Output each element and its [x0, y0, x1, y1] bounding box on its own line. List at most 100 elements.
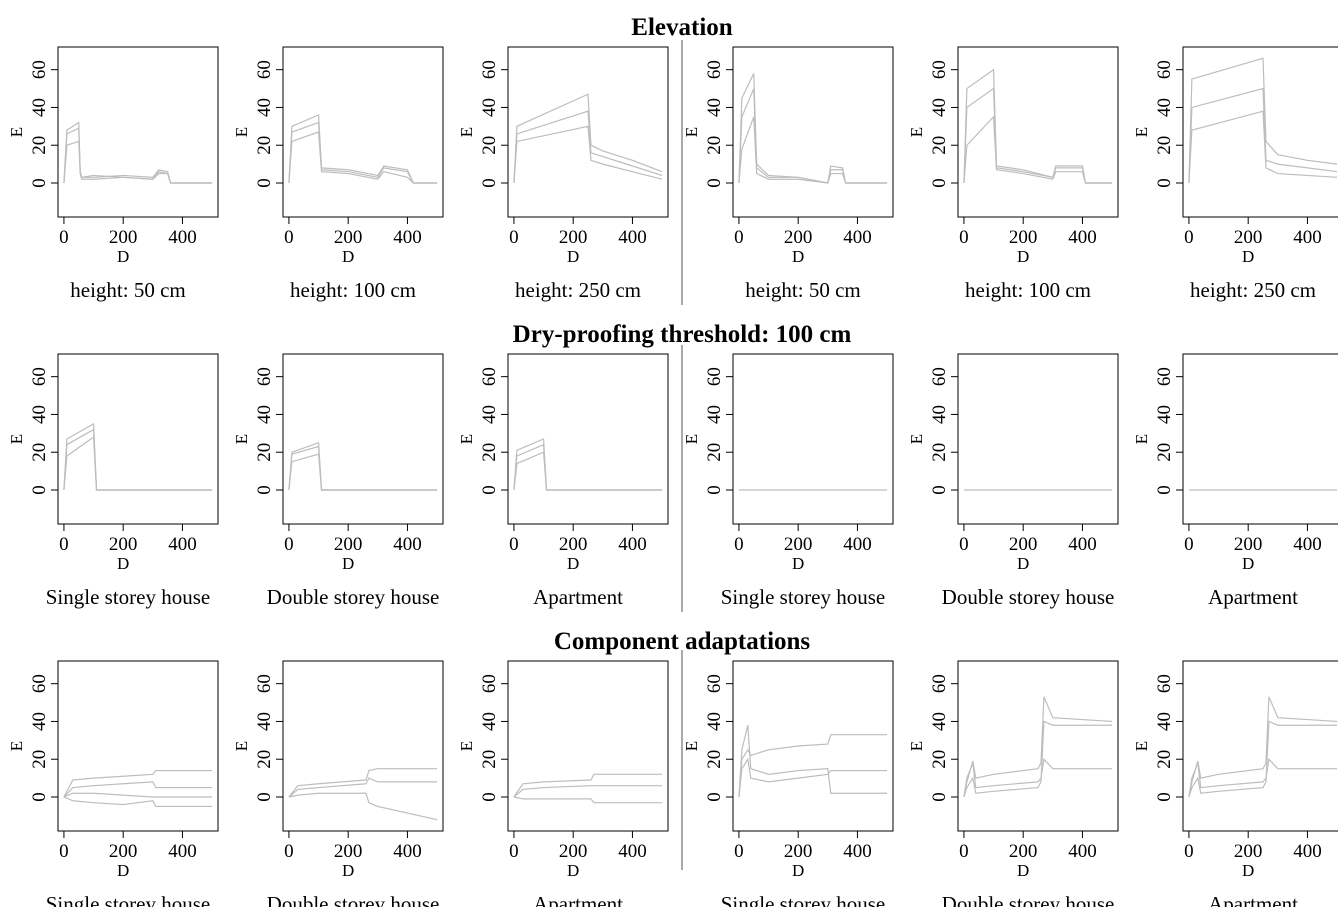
plot-frame: [57, 353, 219, 525]
y-tick-label: 40: [479, 405, 500, 424]
x-tick-label: 0: [734, 534, 744, 555]
y-tick-label: 40: [479, 98, 500, 117]
y-tick-label: 20: [479, 136, 500, 155]
panel-caption: Single storey house: [721, 585, 885, 609]
y-tick-label: 40: [254, 405, 275, 424]
x-axis-label: D: [342, 247, 354, 266]
series-line: [513, 773, 663, 798]
y-tick-label: 40: [29, 98, 50, 117]
series-line: [963, 720, 1113, 798]
y-tick-label: 0: [29, 178, 50, 188]
y-tick-label: 60: [29, 60, 50, 79]
y-axis-label: E: [682, 127, 701, 137]
panel-caption: height: 250 cm: [1190, 278, 1316, 302]
y-tick-label: 0: [479, 485, 500, 495]
x-tick-label: 400: [168, 841, 197, 862]
series-line: [288, 121, 438, 184]
plot-frame: [507, 353, 669, 525]
series-line: [513, 451, 663, 491]
series-line: [513, 796, 663, 804]
y-tick-label: 60: [479, 674, 500, 693]
y-axis-label: E: [457, 434, 476, 444]
x-tick-label: 200: [1234, 841, 1263, 862]
x-tick-label: 400: [618, 227, 647, 248]
plot-frame: [1182, 46, 1338, 218]
x-tick-label: 200: [1009, 534, 1038, 555]
y-tick-label: 20: [254, 136, 275, 155]
y-tick-label: 40: [479, 712, 500, 731]
y-tick-label: 60: [254, 674, 275, 693]
series-line: [513, 438, 663, 491]
y-tick-label: 40: [29, 712, 50, 731]
x-tick-label: 0: [959, 534, 969, 555]
y-tick-label: 0: [929, 485, 950, 495]
x-tick-label: 0: [284, 534, 294, 555]
series-line: [1188, 57, 1338, 184]
plot-frame: [957, 46, 1119, 218]
y-tick-label: 0: [929, 792, 950, 802]
y-tick-label: 20: [29, 443, 50, 462]
section-title: Elevation: [631, 14, 732, 41]
series-line: [63, 428, 213, 491]
y-tick-label: 60: [1154, 674, 1175, 693]
y-tick-label: 20: [479, 750, 500, 769]
y-tick-label: 20: [929, 750, 950, 769]
y-tick-label: 0: [929, 178, 950, 188]
y-tick-label: 0: [254, 485, 275, 495]
y-axis-label: E: [232, 741, 251, 751]
x-tick-label: 200: [334, 227, 363, 248]
y-axis-label: E: [457, 741, 476, 751]
x-tick-label: 200: [109, 227, 138, 248]
x-tick-label: 200: [559, 534, 588, 555]
series-line: [513, 93, 663, 184]
panel-caption: Apartment: [1208, 892, 1298, 907]
x-tick-label: 0: [1184, 841, 1194, 862]
x-tick-label: 400: [168, 534, 197, 555]
series-line: [288, 453, 438, 491]
series-line: [513, 110, 663, 184]
y-tick-label: 0: [704, 485, 725, 495]
y-tick-label: 0: [479, 792, 500, 802]
y-tick-label: 60: [479, 367, 500, 386]
y-tick-label: 40: [1154, 712, 1175, 731]
x-axis-label: D: [567, 861, 579, 880]
x-axis-label: D: [1242, 861, 1254, 880]
x-axis-label: D: [342, 861, 354, 880]
x-tick-label: 400: [618, 534, 647, 555]
series-line: [513, 785, 663, 798]
y-axis-label: E: [232, 127, 251, 137]
x-axis-label: D: [1242, 247, 1254, 266]
y-tick-label: 60: [929, 674, 950, 693]
y-tick-label: 0: [479, 178, 500, 188]
y-tick-label: 0: [254, 792, 275, 802]
y-tick-label: 20: [479, 443, 500, 462]
x-axis-label: D: [117, 861, 129, 880]
x-tick-label: 0: [959, 227, 969, 248]
y-tick-label: 60: [1154, 367, 1175, 386]
series-line: [738, 725, 888, 798]
plot-frame: [732, 46, 894, 218]
y-axis-label: E: [1132, 127, 1151, 137]
y-tick-label: 20: [1154, 443, 1175, 462]
x-tick-label: 200: [784, 227, 813, 248]
series-line: [738, 757, 888, 798]
y-tick-label: 0: [1154, 792, 1175, 802]
x-tick-label: 400: [393, 534, 422, 555]
x-tick-label: 0: [1184, 227, 1194, 248]
y-axis-label: E: [907, 127, 926, 137]
y-tick-label: 20: [704, 443, 725, 462]
y-tick-label: 60: [929, 60, 950, 79]
panel-caption: height: 100 cm: [290, 278, 416, 302]
x-tick-label: 0: [509, 841, 519, 862]
x-tick-label: 400: [393, 841, 422, 862]
plot-frame: [57, 660, 219, 832]
x-tick-label: 0: [59, 841, 69, 862]
x-axis-label: D: [1017, 554, 1029, 573]
y-tick-label: 60: [704, 367, 725, 386]
x-axis-label: D: [1017, 247, 1029, 266]
x-tick-label: 0: [509, 534, 519, 555]
y-tick-label: 20: [929, 443, 950, 462]
y-axis-label: E: [7, 741, 26, 751]
